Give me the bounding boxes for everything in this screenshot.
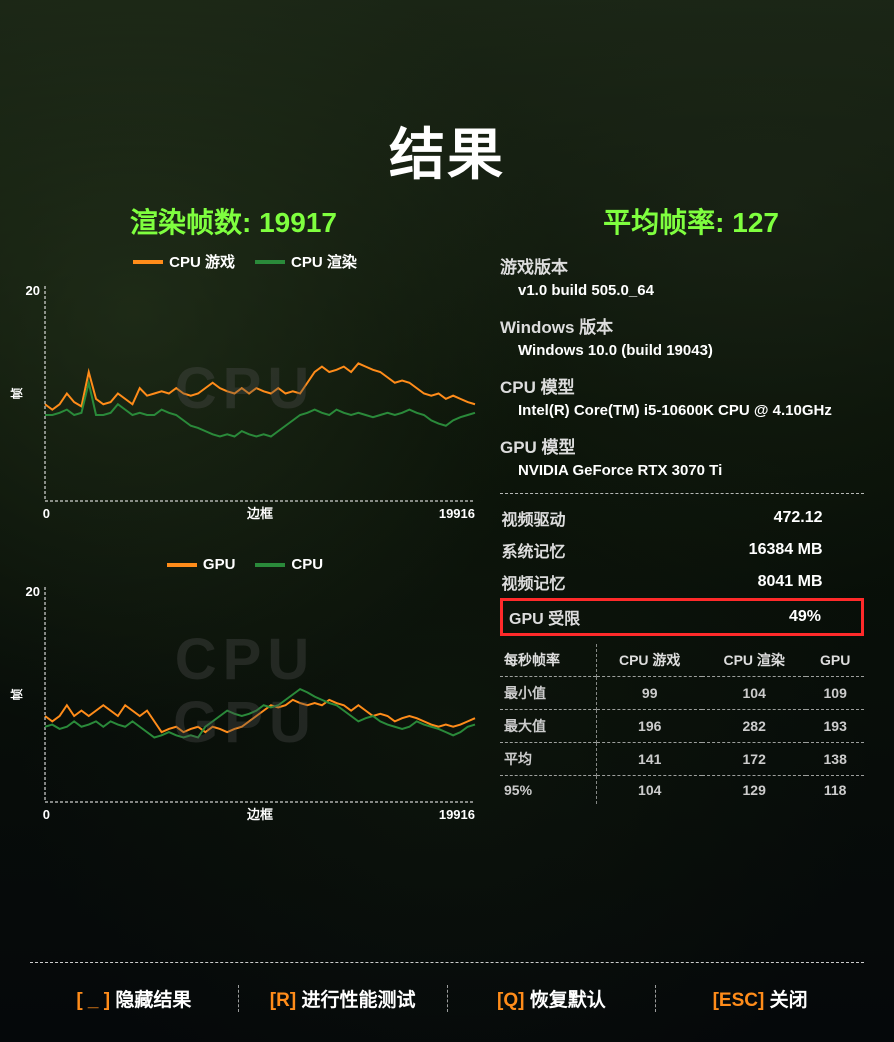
hotkey-key: [ _ ]: [76, 990, 110, 1011]
game-version-label: 游戏版本: [500, 253, 864, 278]
fps-cell: 172: [702, 743, 806, 776]
video-driver-row: 视频驱动 472.12: [502, 502, 863, 534]
fps-cell: 104: [597, 776, 702, 805]
gpu-bound-label: GPU 受限: [502, 600, 656, 635]
gpu-model-label: GPU 模型: [500, 433, 864, 458]
game-version-value: v1.0 build 505.0_64: [500, 282, 864, 299]
avg-fps: 平均帧率: 127: [603, 201, 779, 241]
hotkey-hint[interactable]: [ _ ] 隐藏结果: [30, 985, 239, 1012]
vid-mem-row: 视频记忆 8041 MB: [502, 566, 863, 600]
legend-item: CPU 游戏: [133, 251, 235, 272]
legend-swatch: [167, 563, 197, 567]
cpu-chart-canvas: [10, 276, 480, 526]
fps-cell: 109: [806, 677, 864, 710]
fps-row: 最大值 196 282 193: [500, 710, 864, 743]
gpu-bound-row: GPU 受限 49%: [502, 600, 863, 635]
hotkey-hint[interactable]: [R] 进行性能测试: [239, 985, 448, 1012]
frames-rendered-label: 渲染帧数:: [130, 207, 251, 238]
legend-swatch: [255, 260, 285, 264]
fps-row-label: 平均: [500, 743, 597, 776]
info-panel: 游戏版本 v1.0 build 505.0_64 Windows 版本 Wind…: [500, 251, 864, 827]
gpu-model-value: NVIDIA GeForce RTX 3070 Ti: [500, 462, 864, 479]
hotkey-key: [ESC]: [713, 990, 765, 1011]
fps-col-cpu-render: CPU 渲染: [702, 644, 806, 677]
fps-row: 95% 104 129 118: [500, 776, 864, 805]
gpu-bound-value: 49%: [655, 600, 862, 635]
fps-row: 最小值 99 104 109: [500, 677, 864, 710]
fps-row-label: 95%: [500, 776, 597, 805]
hotkey-key: [R]: [270, 990, 296, 1011]
fps-cell: 129: [702, 776, 806, 805]
gpu-chart-canvas: [10, 577, 480, 827]
fps-cell: 138: [806, 743, 864, 776]
hotkey-hint[interactable]: [ESC] 关闭: [656, 985, 864, 1012]
system-kv-table: 视频驱动 472.12 系统记忆 16384 MB 视频记忆 8041 MB G…: [500, 502, 864, 636]
fps-cell: 193: [806, 710, 864, 743]
hotkey-key: [Q]: [497, 990, 524, 1011]
vid-mem-value: 8041 MB: [655, 566, 862, 600]
legend-label: CPU: [291, 556, 323, 573]
hotkey-label: 关闭: [770, 990, 808, 1011]
fps-cell: 282: [702, 710, 806, 743]
video-driver-value: 472.12: [655, 502, 862, 534]
windows-version-label: Windows 版本: [500, 313, 864, 338]
cpu-model-value: Intel(R) Core(TM) i5-10600K CPU @ 4.10GH…: [500, 402, 864, 419]
fps-cell: 99: [597, 677, 702, 710]
hotkey-hint[interactable]: [Q] 恢复默认: [448, 985, 657, 1012]
fps-cell: 118: [806, 776, 864, 805]
legend-label: GPU: [203, 556, 236, 573]
fps-col-cpu-game: CPU 游戏: [597, 644, 702, 677]
video-driver-label: 视频驱动: [502, 502, 656, 534]
avg-fps-label: 平均帧率:: [603, 207, 724, 238]
legend-item: GPU: [167, 556, 236, 573]
hotkey-label: 隐藏结果: [115, 990, 191, 1011]
fps-row-label: 最大值: [500, 710, 597, 743]
fps-cell: 104: [702, 677, 806, 710]
hotkey-label: 进行性能测试: [301, 990, 415, 1011]
legend-swatch: [255, 563, 285, 567]
page-title: 结果: [0, 0, 894, 191]
gpu-chart: GPU CPU CPUGPU: [10, 556, 480, 827]
fps-cell: 141: [597, 743, 702, 776]
sys-mem-row: 系统记忆 16384 MB: [502, 534, 863, 566]
fps-col-label: 每秒帧率: [500, 644, 597, 677]
fps-cell: 196: [597, 710, 702, 743]
summary-stats: 渲染帧数: 19917 平均帧率: 127: [0, 191, 894, 241]
fps-stats-table: 每秒帧率 CPU 游戏 CPU 渲染 GPU 最小值 99 104 109 最大…: [500, 644, 864, 804]
cpu-model-label: CPU 模型: [500, 373, 864, 398]
vid-mem-label: 视频记忆: [502, 566, 656, 600]
sys-mem-value: 16384 MB: [655, 534, 862, 566]
frames-rendered-value: 19917: [259, 207, 337, 238]
fps-col-gpu: GPU: [806, 644, 864, 677]
footer-hotkeys: [ _ ] 隐藏结果 [R] 进行性能测试 [Q] 恢复默认 [ESC] 关闭: [30, 962, 864, 1012]
fps-row-label: 最小值: [500, 677, 597, 710]
hotkey-label: 恢复默认: [530, 990, 606, 1011]
legend-item: CPU 渲染: [255, 251, 357, 272]
legend-label: CPU 渲染: [291, 251, 357, 272]
cpu-chart: CPU 游戏 CPU 渲染 CPU: [10, 251, 480, 526]
legend-item: CPU: [255, 556, 323, 573]
fps-row: 平均 141 172 138: [500, 743, 864, 776]
windows-version-value: Windows 10.0 (build 19043): [500, 342, 864, 359]
sys-mem-label: 系统记忆: [502, 534, 656, 566]
avg-fps-value: 127: [732, 207, 779, 238]
legend-label: CPU 游戏: [169, 251, 235, 272]
frames-rendered: 渲染帧数: 19917: [130, 201, 337, 241]
legend-swatch: [133, 260, 163, 264]
